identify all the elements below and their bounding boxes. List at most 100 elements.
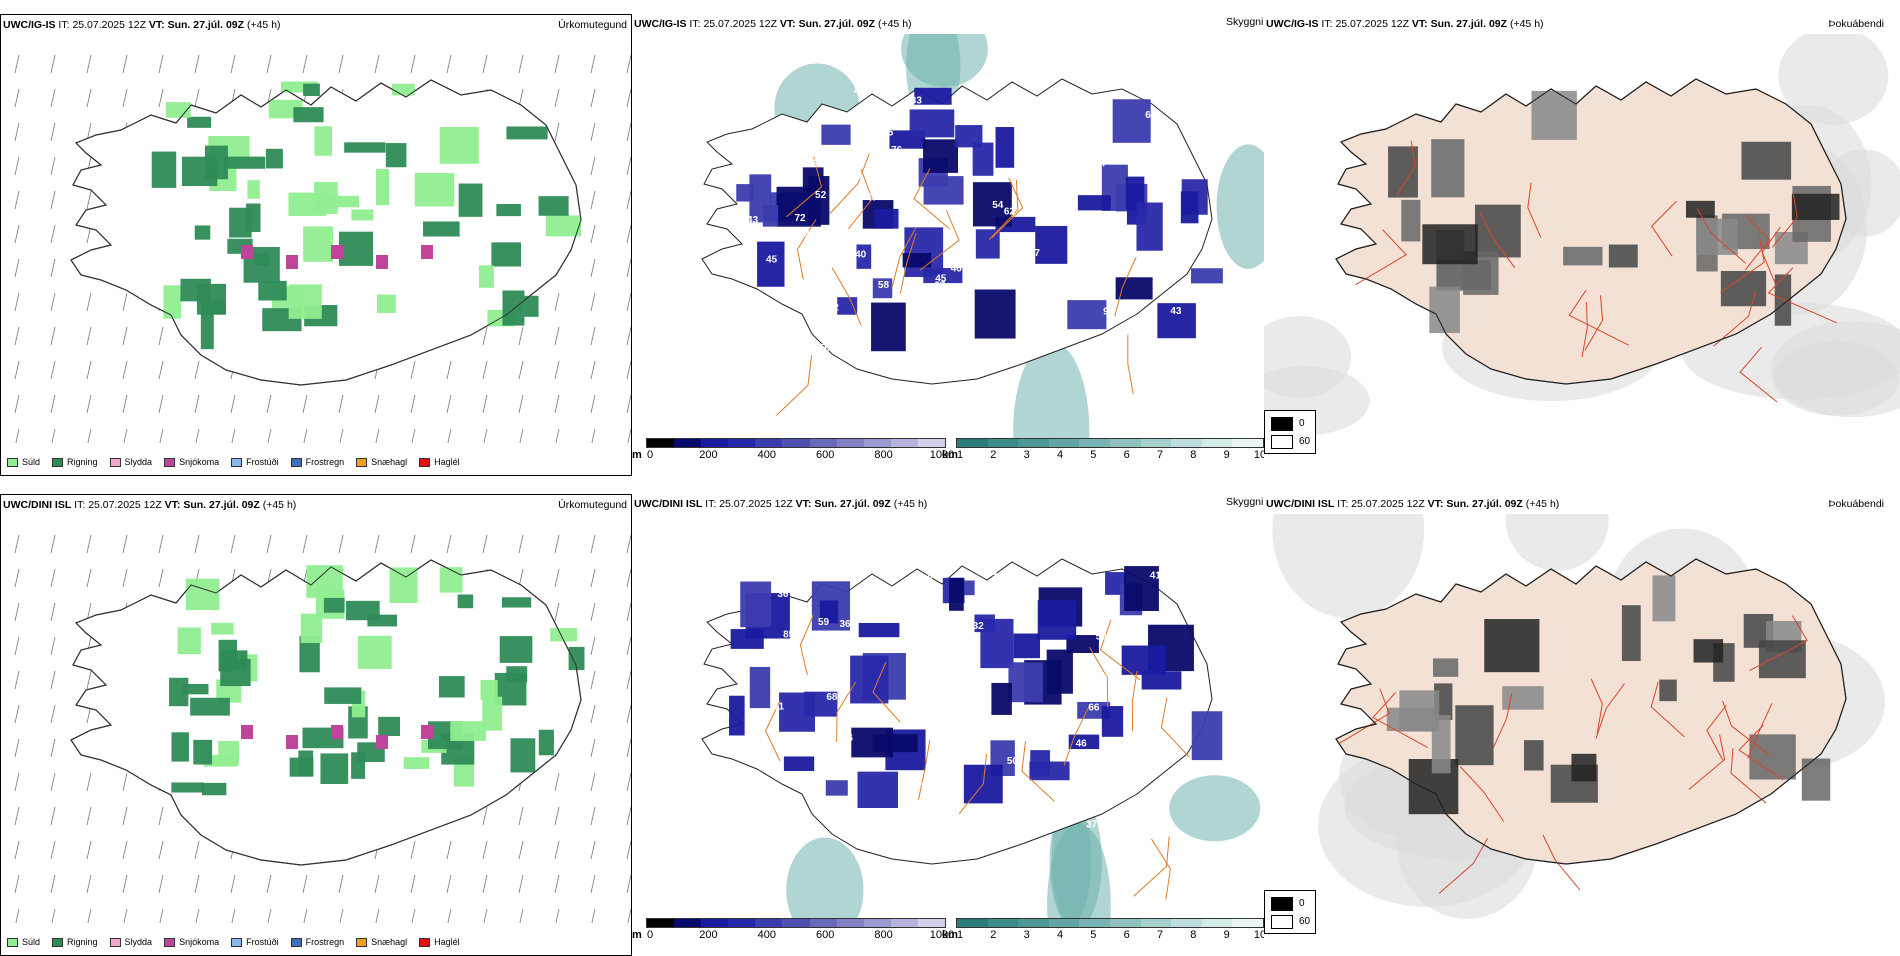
- colorbar-tick: 1: [956, 929, 964, 941]
- fog-panel-top: UWC/IG-IS IT: 25.07.2025 12Z VT: Sun. 27…: [1264, 14, 1900, 476]
- cloud-cell: [902, 252, 932, 268]
- precip-cell: [502, 290, 525, 326]
- colorbar-tick: 200: [699, 449, 718, 461]
- lead-time: (+45 h): [877, 18, 912, 30]
- precip-cell: [194, 225, 211, 240]
- cloud-cell: [1190, 268, 1223, 284]
- cloud-base-label: 99: [859, 287, 871, 298]
- cloud-base-label: 60: [1144, 754, 1156, 765]
- colorbar-cell: [755, 919, 783, 927]
- legend-label: Frostúði: [246, 457, 279, 467]
- colorbar-tick: 800: [874, 449, 893, 461]
- fog-map[interactable]: [1264, 514, 1900, 922]
- cloud-base-label: 37: [1166, 786, 1178, 797]
- cloud-cell: [757, 241, 785, 287]
- vt-value: Sun. 27.júl. 09Z: [798, 18, 876, 30]
- cloud-base-label: 47: [963, 645, 975, 656]
- legend-item: Snæhagl: [356, 457, 407, 467]
- cloud-base-label: 36: [840, 619, 852, 630]
- legend-swatch: [290, 457, 302, 467]
- it-value: 25.07.2025 12Z: [703, 18, 777, 30]
- cloud-base-label: 59: [818, 617, 830, 628]
- lead-time: (+45 h): [1509, 18, 1544, 30]
- precip-cell: [288, 192, 327, 216]
- cloud-map[interactable]: 61 39 47 59 52 43 31 42 37 33 38 41 81 52 58 43 67 38 39 43…: [632, 34, 1264, 442]
- panel-header: UWC/IG-IS IT: 25.07.2025 12Z VT: Sun. 27…: [1266, 18, 1898, 32]
- fog-legend-label: 60: [1299, 916, 1311, 927]
- precip-cell: [457, 594, 474, 609]
- fog-cell: [1474, 204, 1521, 258]
- cloud-map[interactable]: 85 50 42 54 60 59 41 45 32 36 37 46 41 40 47 84 61 36 37 48…: [632, 514, 1264, 922]
- precip-cell: [496, 203, 521, 217]
- snow-cell: [421, 725, 433, 739]
- colorbar-tick: 800: [874, 929, 893, 941]
- cloud-base-label: 41: [1065, 276, 1077, 287]
- colorbar-tick: 9: [1223, 929, 1230, 941]
- precip-cell: [200, 311, 214, 350]
- colorbar-tick: 8: [1190, 449, 1197, 461]
- precip-map[interactable]: [1, 35, 632, 443]
- snow-cell: [286, 255, 298, 269]
- panel-title: Þokuábendi: [1828, 498, 1884, 510]
- model-name: UWC/DINI ISL: [3, 499, 72, 511]
- model-name: UWC/IG-IS: [634, 18, 687, 30]
- cloud-base-label: 34: [1046, 114, 1058, 125]
- cloud-cell: [991, 682, 1012, 715]
- fog-legend-swatch: [1271, 435, 1293, 449]
- precip-cell: [378, 716, 400, 736]
- cloud-base-label: 76: [1165, 212, 1177, 223]
- legend-item: Súld: [7, 457, 40, 467]
- colorbar-strip: [956, 918, 1264, 928]
- cloud-base-label: 43: [941, 319, 953, 330]
- precip-cell: [506, 666, 528, 683]
- colorbar-cell: [890, 439, 918, 447]
- colorbar-tick: 2: [990, 449, 997, 461]
- legend-item: Súld: [7, 937, 40, 947]
- colorbar-cell: [1048, 439, 1080, 447]
- colorbar-tick: 6: [1123, 929, 1130, 941]
- precip-cell: [211, 622, 234, 635]
- precip-cell: [314, 126, 333, 156]
- cloud-base-label: 30: [1121, 680, 1133, 691]
- fog-cell: [1741, 141, 1792, 180]
- cloud-base-label: 54: [992, 200, 1004, 211]
- legend-item: Haglél: [419, 937, 460, 947]
- precip-cell: [545, 215, 582, 237]
- fog-legend-label: 0: [1299, 418, 1305, 429]
- cloud-cell: [779, 692, 816, 732]
- vt-label: VT:: [1427, 498, 1444, 510]
- cloud-cell: [1035, 225, 1068, 264]
- lead-time: (+45 h): [893, 498, 928, 510]
- fog-legend-swatch: [1271, 915, 1293, 929]
- snow-cell: [241, 245, 253, 259]
- vt-value: Sun. 27.júl. 09Z: [1446, 498, 1523, 510]
- cloud-base-label: 32: [1082, 250, 1094, 261]
- precip-cell: [439, 567, 463, 593]
- it-value: 25.07.2025 12Z: [72, 19, 146, 31]
- panel-title: Skyggni: [1226, 496, 1264, 508]
- precip-map[interactable]: [1, 515, 632, 923]
- cloud-base-label: 62: [1004, 206, 1016, 217]
- precip-cell: [280, 81, 318, 93]
- cloud-base-label: 61: [773, 702, 785, 713]
- it-label: IT:: [705, 498, 717, 510]
- fog-cell: [1455, 705, 1494, 766]
- snow-cell: [286, 735, 298, 749]
- fog-cell: [1696, 218, 1738, 255]
- colorbar-cell: [1140, 919, 1172, 927]
- legend-swatch: [109, 457, 121, 467]
- cloud-base-label: 50: [1007, 756, 1019, 767]
- colorbar-tick: 4: [1056, 929, 1064, 941]
- fog-map[interactable]: [1264, 34, 1900, 442]
- cloud-base-label: 53: [784, 745, 796, 756]
- precip-cell: [482, 696, 503, 731]
- panel-header: UWC/DINI ISL IT: 25.07.2025 12Z VT: Sun.…: [634, 498, 1262, 512]
- legend-item: Slydda: [109, 937, 152, 947]
- cloud-base-label: 37: [1086, 819, 1098, 830]
- legend-swatch: [356, 457, 368, 467]
- colorbar-cell: [1171, 919, 1202, 927]
- cloud-base-label: 43: [747, 215, 759, 226]
- precip-cell: [351, 209, 374, 221]
- vt-label: VT:: [779, 18, 796, 30]
- legend-swatch: [290, 937, 302, 947]
